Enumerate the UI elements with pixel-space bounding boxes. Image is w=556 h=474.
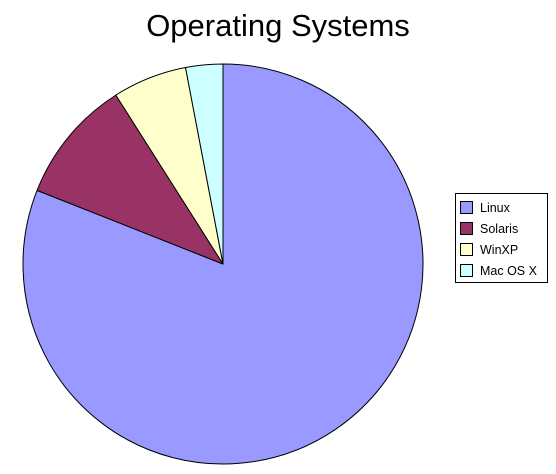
legend-swatch-mac-os-x [460, 264, 473, 277]
legend-swatch-winxp [460, 243, 473, 256]
legend-item-solaris: Solaris [456, 218, 547, 239]
chart-legend: Linux Solaris WinXP Mac OS X [455, 193, 548, 283]
chart-title: Operating Systems [146, 8, 410, 43]
legend-item-linux: Linux [456, 197, 547, 218]
legend-label-mac-os-x: Mac OS X [480, 263, 537, 278]
legend-label-linux: Linux [480, 200, 510, 215]
legend-swatch-solaris [460, 222, 473, 235]
pie-slice-solaris [36, 94, 224, 265]
legend-item-winxp: WinXP [456, 239, 547, 260]
pie-slice-mac-os-x [185, 63, 224, 265]
legend-label-solaris: Solaris [480, 221, 519, 236]
legend-swatch-linux [460, 201, 473, 214]
legend-label-winxp: WinXP [480, 242, 519, 257]
legend-item-mac-os-x: Mac OS X [456, 260, 547, 281]
